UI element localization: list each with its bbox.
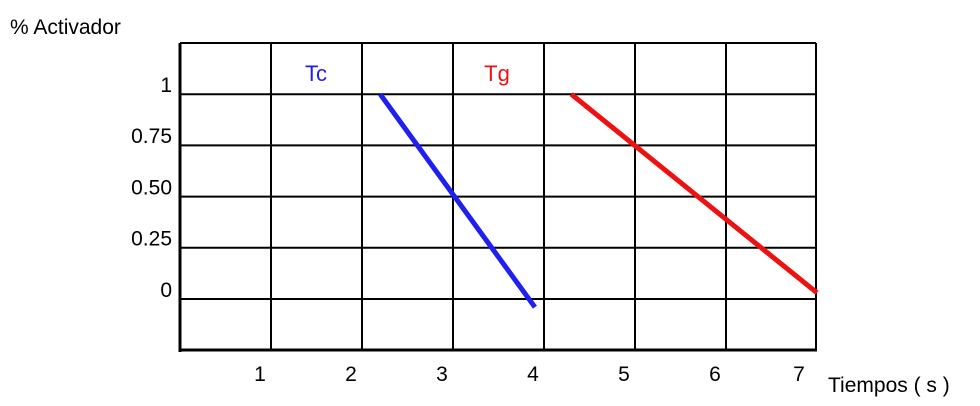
y-tick-label: 0.25 bbox=[131, 228, 172, 251]
x-tick-label: 7 bbox=[793, 363, 805, 386]
series-line-tg bbox=[569, 92, 819, 295]
y-tick-label: 0.50 bbox=[131, 176, 172, 199]
grid bbox=[178, 42, 817, 352]
x-tick-label: 5 bbox=[618, 363, 630, 386]
series-label-tc: Tc bbox=[305, 61, 327, 86]
series-labels: Tc Tg bbox=[305, 61, 510, 86]
series-line-tc bbox=[378, 92, 537, 309]
y-tick-label: 0 bbox=[160, 279, 172, 302]
y-tick-label: 1 bbox=[160, 74, 172, 97]
x-tick-label: 6 bbox=[709, 363, 721, 386]
y-axis-label: % Activador bbox=[10, 16, 121, 39]
x-tick-label: 1 bbox=[254, 363, 266, 386]
series-label-tg: Tg bbox=[484, 61, 510, 86]
x-axis-label: Tiempos ( s ) bbox=[828, 374, 950, 397]
tick-labels: 1 2 3 4 5 6 7 1 0.75 0.50 0.25 0 bbox=[131, 74, 805, 386]
x-tick-label: 2 bbox=[345, 363, 357, 386]
x-tick-label: 3 bbox=[436, 363, 448, 386]
x-tick-label: 4 bbox=[527, 363, 539, 386]
y-tick-label: 0.75 bbox=[131, 125, 172, 148]
series-layer bbox=[378, 92, 819, 309]
